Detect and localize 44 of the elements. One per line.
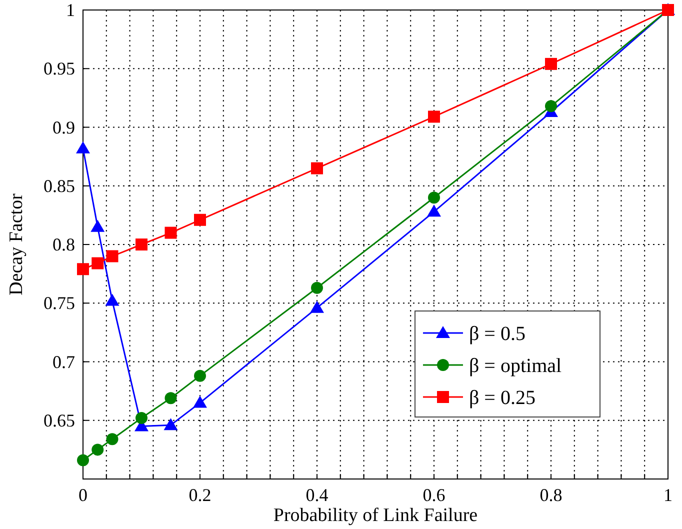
point <box>106 433 118 446</box>
point <box>76 141 90 154</box>
point <box>90 220 105 232</box>
point <box>136 412 148 424</box>
point <box>164 392 177 404</box>
y-tick-label: 0.75 <box>44 293 75 314</box>
point <box>311 162 323 174</box>
point <box>92 257 104 270</box>
point <box>77 263 89 276</box>
point <box>136 238 148 250</box>
y-tick-label: 0.8 <box>52 234 75 254</box>
y-tick-label: 0.95 <box>44 58 75 79</box>
point <box>545 100 557 112</box>
legend-label: β = 0.25 <box>469 387 536 409</box>
y-axis-title: Decay Factor <box>6 192 27 296</box>
point <box>105 294 120 306</box>
x-tick-label: 0.4 <box>306 485 328 505</box>
point <box>311 282 323 294</box>
y-tick-label: 0.85 <box>44 176 75 196</box>
y-tick-label: 0.9 <box>52 117 75 138</box>
x-tick-label: 0.8 <box>540 485 562 505</box>
y-tick-label: 0.65 <box>44 410 75 430</box>
x-tick-label: 0.6 <box>422 485 446 505</box>
x-tick-label: 0 <box>78 485 88 505</box>
point <box>77 454 89 466</box>
point <box>106 250 118 262</box>
point <box>428 110 440 123</box>
point <box>427 204 441 217</box>
y-tick-label: 1 <box>66 0 75 20</box>
point <box>164 418 178 430</box>
x-tick-label: 1 <box>664 485 672 505</box>
legend-label: β = optimal <box>469 355 562 377</box>
x-axis-title: Probability of Link Failure <box>273 505 478 526</box>
point <box>310 300 324 313</box>
point <box>194 370 206 382</box>
point <box>92 444 104 456</box>
y-tick-label: 0.7 <box>52 352 75 372</box>
legend-label: β = 0.5 <box>469 323 526 345</box>
point <box>194 214 206 226</box>
point <box>193 396 207 408</box>
point <box>164 226 177 239</box>
point <box>545 58 557 70</box>
x-tick-label: 0.2 <box>188 485 212 505</box>
point <box>428 192 440 204</box>
